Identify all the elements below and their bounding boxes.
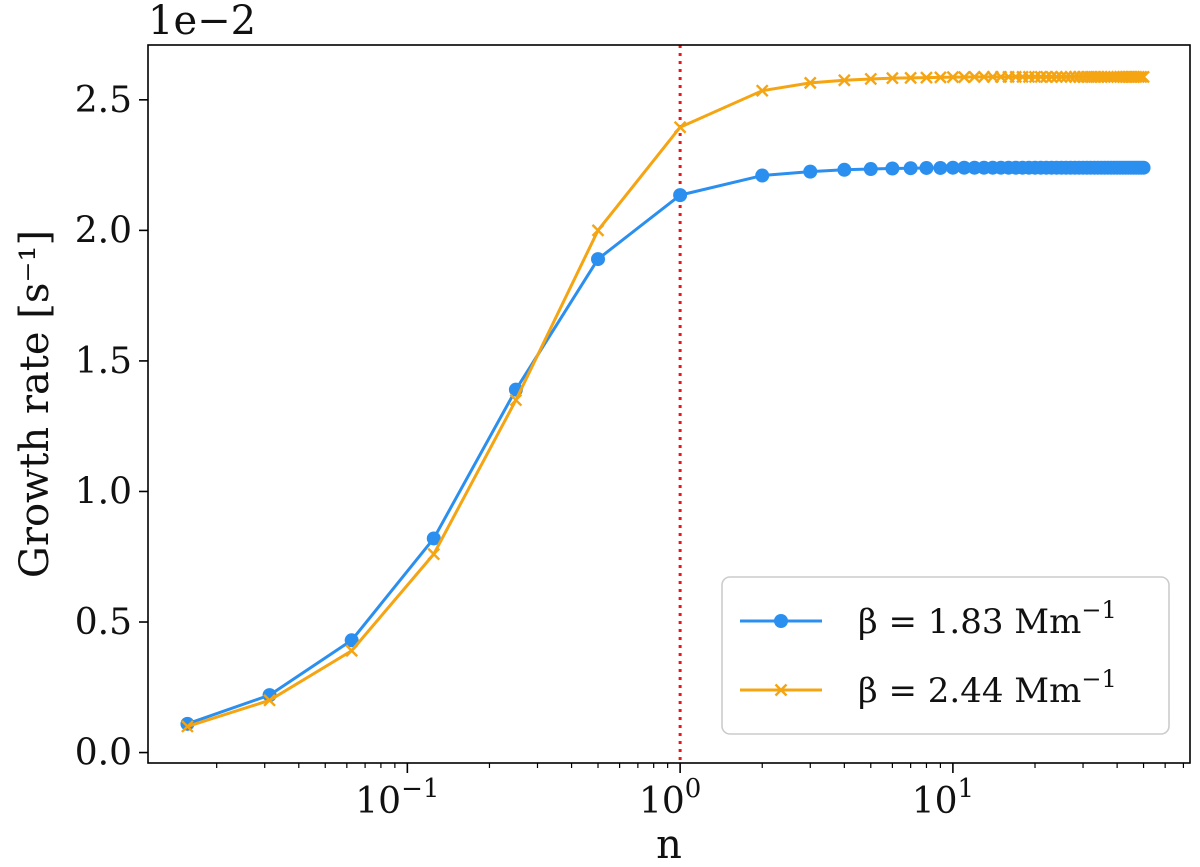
- legend-label-exponent: −1: [1081, 596, 1116, 624]
- data-point: [838, 73, 851, 87]
- legend-item-2: β = 2.44 Mm−1: [740, 665, 1117, 711]
- data-point: [803, 164, 818, 179]
- data-point: [673, 188, 688, 203]
- data-point: [181, 720, 194, 733]
- data-point: [903, 161, 918, 176]
- data-point: [426, 531, 441, 546]
- x-tick-label: 101: [912, 774, 974, 822]
- y-tick-label: 0.0: [75, 733, 132, 774]
- data-point: [1132, 70, 1146, 84]
- data-point: [919, 160, 934, 175]
- data-point: [1039, 70, 1053, 84]
- legend-items: β = 1.83 Mm−1β = 2.44 Mm−1: [740, 596, 1117, 711]
- data-point: [803, 76, 817, 90]
- data-point: [345, 644, 359, 658]
- series-1: [180, 160, 1151, 731]
- x-tick-label-exponent: 1: [958, 774, 975, 804]
- data-point: [1034, 70, 1048, 84]
- y-multiplier-label: 1e−2: [148, 0, 256, 44]
- legend-label: β = 1.83 Mm−1: [858, 596, 1117, 642]
- y-axis-label: Growth rate [s⁻¹]: [12, 230, 58, 578]
- data-point: [344, 633, 359, 648]
- data-point: [968, 70, 981, 84]
- data-point: [1045, 70, 1058, 84]
- data-point: [863, 162, 878, 177]
- y-tick-label: 1.0: [75, 471, 132, 512]
- series-2: [181, 70, 1150, 733]
- plot-frame: [147, 44, 1191, 764]
- legend-label-main: β = 1.83 Mm: [858, 602, 1081, 642]
- x-axis-label: n: [656, 822, 682, 867]
- x-tick-label-exponent: −1: [401, 774, 439, 804]
- data-point: [864, 72, 878, 86]
- y-tick-label: 2.0: [75, 210, 132, 251]
- data-point: [934, 71, 947, 84]
- data-point: [946, 70, 960, 84]
- legend-box: [721, 576, 1170, 735]
- data-point: [837, 162, 852, 177]
- data-point: [1137, 70, 1150, 84]
- data-point: [957, 160, 972, 175]
- legend-marker: [774, 614, 788, 628]
- data-point: [591, 224, 605, 237]
- y-tick-label: 0.5: [75, 602, 132, 643]
- data-point: [1055, 70, 1068, 84]
- data-point: [904, 71, 917, 85]
- data-point: [1134, 70, 1148, 84]
- data-point: [933, 160, 948, 175]
- y-tick-label: 2.5: [75, 80, 132, 121]
- y-tick-label: 1.5: [75, 341, 132, 382]
- x-tick-label-base: 10: [912, 781, 958, 822]
- data-point: [920, 71, 933, 84]
- legend-item-1: β = 1.83 Mm−1: [740, 596, 1117, 642]
- data-point: [945, 160, 960, 175]
- legend-label: β = 2.44 Mm−1: [858, 665, 1117, 711]
- x-tick-label-exponent: 0: [685, 774, 702, 804]
- series-layer: [180, 70, 1151, 733]
- x-tick-label: 10−1: [355, 774, 439, 822]
- x-tick-label-base: 10: [639, 781, 685, 822]
- x-tick-label: 100: [639, 774, 701, 822]
- data-point: [263, 693, 276, 707]
- legend-marker: [774, 683, 788, 697]
- data-point: [427, 547, 441, 561]
- data-point: [886, 71, 899, 85]
- data-point: [180, 716, 195, 731]
- data-point: [509, 393, 523, 407]
- legend-label-main: β = 2.44 Mm: [858, 671, 1081, 711]
- data-point: [885, 161, 900, 176]
- data-point: [1050, 70, 1063, 84]
- data-point: [957, 70, 971, 84]
- ticks-layer: 0.00.51.01.52.02.510−1 100 101: [75, 80, 1185, 822]
- data-point: [673, 120, 687, 134]
- legend-label-exponent: −1: [1081, 665, 1116, 693]
- data-point: [755, 84, 769, 98]
- data-point: [591, 252, 606, 267]
- x-tick-label-base: 10: [355, 781, 401, 822]
- legend: β = 1.83 Mm−1β = 2.44 Mm−1: [721, 576, 1170, 735]
- data-point: [1136, 160, 1151, 175]
- data-point: [755, 168, 770, 183]
